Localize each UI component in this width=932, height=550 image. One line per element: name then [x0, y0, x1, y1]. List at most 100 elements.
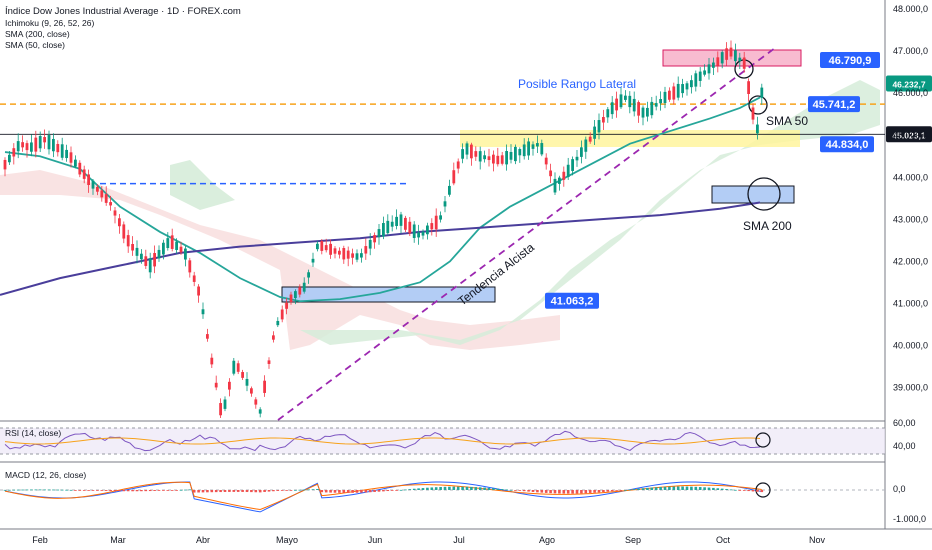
candle-body [584, 139, 588, 152]
macd-histogram-bar [96, 490, 99, 491]
candle-body [390, 221, 394, 227]
candle-body [698, 71, 702, 81]
candle-body [456, 161, 460, 169]
highlight-circle-sma200 [747, 177, 781, 211]
candle-body [610, 102, 614, 115]
sma200-annotation: SMA 200 [743, 219, 792, 233]
candle-body [38, 135, 42, 149]
candle-body [241, 372, 244, 378]
candle-body [558, 177, 561, 184]
candle-body [553, 178, 557, 193]
macd-histogram-bar [188, 489, 192, 491]
macd-histogram-bar [263, 490, 266, 492]
candle-body [263, 380, 266, 393]
candle-body [188, 260, 192, 273]
candle-body [606, 109, 610, 118]
candle-body [162, 242, 165, 255]
candle-body [729, 47, 733, 57]
candle-body [536, 143, 539, 147]
macd-histogram-bar [377, 490, 381, 492]
candle-body [377, 229, 381, 238]
candle-body [439, 215, 442, 220]
candle-body [210, 357, 214, 365]
macd-histogram-bar [580, 490, 583, 494]
macd-signal-line [4, 481, 762, 511]
candle-body [148, 258, 152, 273]
macd-histogram-bar [91, 490, 95, 491]
macd-histogram-bar [280, 490, 284, 491]
candle-body [518, 149, 522, 156]
candle-body [500, 155, 504, 164]
macd-histogram-bar [184, 489, 187, 491]
macd-histogram-bar [175, 490, 178, 491]
candle-body [289, 294, 293, 303]
candle-body [324, 245, 328, 251]
candle-body [373, 235, 376, 243]
macd-histogram-bar [223, 490, 227, 492]
candle-body [338, 250, 341, 255]
macd-histogram-bar [439, 486, 442, 490]
candle-body [144, 256, 148, 266]
candle-body [712, 62, 715, 68]
candle-body [118, 218, 121, 227]
macd-histogram-bar [474, 487, 478, 490]
label-45741-bg [808, 96, 860, 113]
candle-body [386, 220, 390, 234]
candle-body [272, 335, 275, 340]
macd-histogram-bar [461, 486, 464, 490]
candle-body [672, 86, 676, 100]
candle-body [276, 320, 280, 326]
macd-histogram-bar [399, 489, 403, 491]
uptrend-line [277, 47, 776, 421]
candle-body [153, 253, 156, 267]
candle-body [100, 190, 104, 198]
macd-histogram-bar [390, 490, 394, 491]
macd-histogram-bar [470, 486, 473, 490]
candle-body [360, 253, 363, 258]
macd-histogram-bar [131, 490, 134, 492]
candle-body [201, 309, 205, 315]
macd-histogram-bar [566, 490, 570, 494]
candle-body [483, 155, 486, 160]
macd-histogram-bar [258, 490, 262, 493]
candle-body [294, 291, 297, 299]
macd-histogram-bar [624, 489, 627, 491]
macd-histogram-bar [166, 490, 170, 491]
candle-body [509, 151, 513, 160]
macd-histogram-bar [760, 490, 764, 493]
candle-body [751, 107, 755, 120]
macd-axis-label: -1.000,0 [893, 514, 926, 524]
candle-body [192, 275, 196, 282]
candle-body [448, 185, 451, 195]
candle-body [522, 144, 526, 157]
legend-sma50: SMA (50, close) [5, 40, 65, 50]
time-tick-label: Abr [196, 535, 210, 545]
candles-layer[interactable] [3, 40, 764, 494]
candle-body [157, 249, 161, 259]
macd-histogram-bar [78, 490, 82, 491]
candle-body [47, 135, 51, 150]
macd-histogram-bar [536, 490, 539, 493]
macd-histogram-bar [355, 490, 359, 493]
candle-body [505, 151, 508, 165]
candle-body [184, 248, 187, 260]
candle-body [254, 399, 258, 405]
price-tick-label: 40.000,0 [893, 340, 928, 350]
macd-histogram-bar [443, 486, 447, 490]
candle-body [109, 202, 112, 206]
macd-histogram-bar [518, 490, 522, 491]
macd-histogram-bar [368, 490, 372, 493]
macd-histogram-bar [118, 490, 121, 492]
macd-histogram-bar [245, 490, 249, 493]
macd-histogram-bar [505, 489, 508, 491]
macd-axis-label: 0,0 [893, 484, 906, 494]
macd-histogram-bar [21, 489, 24, 491]
macd-histogram-bar [716, 488, 720, 490]
price-labels-layer: 46.790,9 46.232,7 45.741,2 45.023,1 44.834,0… [545, 52, 932, 309]
macd-histogram-bar [254, 490, 258, 493]
candle-body [52, 138, 55, 152]
macd-histogram-bar [360, 490, 363, 493]
macd-histogram-bar [646, 487, 649, 490]
candle-body [417, 232, 420, 238]
price-tick-label: 41.000,0 [893, 298, 928, 308]
